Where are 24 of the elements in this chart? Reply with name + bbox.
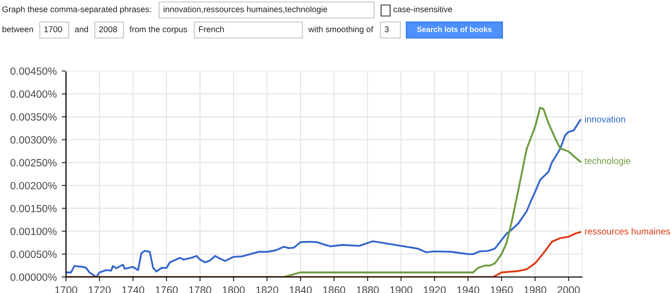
text: 1700: [44, 26, 62, 32]
series-label: technologie: [584, 157, 630, 166]
y-tick-label: 0.00400%: [10, 90, 57, 98]
text: and: [74, 26, 88, 32]
text: 2008: [99, 26, 117, 32]
y-tick-label: 0.00150%: [10, 204, 57, 212]
text: innovation,ressources humaines,technologie: [164, 6, 328, 14]
text: French: [199, 26, 224, 32]
y-tick-label: 0.00250%: [10, 159, 57, 166]
y-tick-label: 0.00300%: [10, 136, 57, 144]
y-tick-label: 0.00350%: [10, 113, 57, 121]
text: with smoothing of: [308, 26, 374, 34]
series-label: innovation: [585, 116, 626, 122]
y-tick-label: 0.00100%: [10, 228, 57, 236]
y-tick-label: 0.00450%: [10, 68, 57, 75]
text: 3: [384, 26, 389, 32]
text: case-insensitive: [393, 6, 452, 12]
series-label: ressources humaines: [585, 228, 670, 235]
text: between: [2, 26, 33, 32]
text: from the corpus: [130, 26, 188, 34]
y-tick-label: 0.00050%: [10, 250, 57, 258]
y-tick-label: 0.00200%: [10, 182, 57, 190]
y-tick-label: 0.00000%: [10, 274, 57, 281]
text: Graph these comma-separated phrases:: [2, 6, 151, 14]
